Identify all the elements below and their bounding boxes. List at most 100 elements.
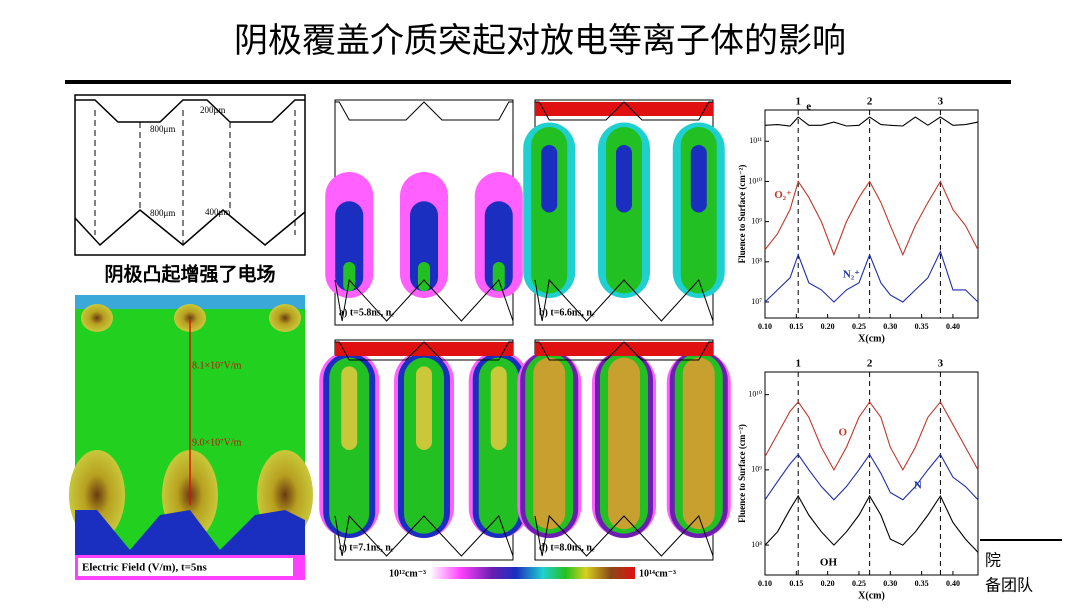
streamer: [410, 201, 438, 292]
cathode-outline: [535, 101, 713, 121]
x-tick-label: 0.15: [789, 322, 803, 331]
x-tick-label: 0.35: [915, 322, 929, 331]
footer-text: 备团队: [985, 577, 1033, 595]
chart: 0.10 0.15 0.20 0.25 0.30 0.35 0.40 10⁸ 10⁹ 10¹⁰ 1 2…: [737, 358, 979, 601]
y-tick-label: 10⁷: [751, 297, 762, 306]
x-axis-label: X(cm): [858, 590, 885, 601]
streamer: [335, 201, 364, 292]
series-label: N₂⁺: [843, 268, 860, 280]
colorbar-label: 10¹⁴cm⁻³: [639, 568, 676, 579]
y-tick-label: 10¹⁰: [748, 389, 762, 398]
cathode-outline: [335, 341, 513, 361]
plasma-panel: a) t=5.8ns, nₑ: [325, 99, 523, 326]
panel-caption: c) t=7.1ns, nₑ: [339, 542, 394, 553]
anode-outline: [534, 514, 714, 557]
caption-box: [78, 558, 293, 576]
x-tick-label: 0.10: [758, 322, 772, 331]
series-line: [764, 400, 979, 471]
cathode-outline: [75, 99, 305, 123]
x-tick-label: 0.35: [915, 579, 929, 588]
streamer: [492, 262, 505, 292]
series-label: OH: [820, 557, 838, 569]
panel-caption: d) t=8.0ns, nₑ: [539, 542, 595, 553]
field-label: 9.0×10⁷V/m: [192, 437, 242, 448]
anode-outline: [334, 514, 514, 557]
streamer: [616, 145, 632, 213]
field-bump: [81, 304, 113, 332]
streamer: [682, 357, 715, 530]
series-line: [764, 180, 979, 257]
dimension-label: 200μm: [200, 105, 225, 115]
plasma-panel: d) t=8.0ns, nₑ: [517, 339, 731, 561]
x-tick-label: 0.25: [852, 322, 866, 331]
slide-title: 阴极覆盖介质突起对放电等离子体的影响: [234, 22, 846, 60]
field-caption: Electric Field (V/m), t=5ns: [82, 562, 208, 574]
y-axis-label: Fluence to Surface (cm⁻²): [737, 165, 747, 264]
title-rule: [65, 80, 1011, 84]
footer-text: 院: [985, 552, 1001, 570]
y-tick-label: 10¹⁰: [748, 176, 762, 185]
series-line: [764, 250, 979, 303]
plot-frame: [764, 371, 979, 576]
panel-caption: b) t=6.6ns, nₑ: [539, 307, 595, 318]
y-tick-label: 10⁹: [751, 216, 762, 225]
cathode-layer: [335, 342, 513, 356]
anode-outline: [334, 278, 514, 322]
series-label: O₂⁺: [774, 189, 792, 201]
chart: 0.10 0.15 0.20 0.25 0.30 0.35 0.40 10⁷ 10⁸ 10⁹ 10¹…: [737, 96, 979, 344]
plot-frame: [764, 109, 979, 319]
series-label: O: [838, 427, 847, 439]
x-tick-label: 0.30: [883, 322, 897, 331]
series-label: e: [806, 101, 811, 113]
series-line: [764, 453, 979, 501]
cathode-outline: [535, 341, 713, 361]
series-label: N: [914, 479, 922, 491]
marker-label: 1: [795, 358, 801, 370]
anode-outline: [74, 209, 306, 247]
x-tick-label: 0.15: [789, 579, 803, 588]
streamer: [490, 366, 507, 450]
streamer: [341, 366, 358, 450]
streamer: [608, 357, 640, 530]
y-tick-label: 10⁸: [751, 257, 762, 266]
streamer: [690, 145, 707, 213]
x-tick-label: 0.40: [946, 322, 960, 331]
series-line: [764, 494, 979, 553]
y-axis-label: Fluence to Surface (cm⁻²): [737, 424, 747, 523]
x-tick-label: 0.10: [758, 579, 772, 588]
colorbar-label: 10¹²cm⁻³: [389, 568, 426, 579]
x-tick-label: 0.40: [946, 579, 960, 588]
x-tick-label: 0.30: [883, 579, 897, 588]
x-tick-label: 0.20: [821, 322, 835, 331]
geometry-diagram: [74, 94, 306, 256]
panel-caption: a) t=5.8ns, nₑ: [339, 307, 394, 318]
marker-label: 2: [867, 358, 873, 370]
field-image: [69, 295, 313, 580]
x-tick-label: 0.20: [821, 579, 835, 588]
streamer: [343, 262, 356, 292]
anode-outline: [534, 278, 714, 322]
marker-label: 3: [938, 96, 944, 108]
field-bump: [174, 304, 206, 332]
plasma-panel: b) t=6.6ns, nₑ: [523, 99, 725, 326]
field-anode: [75, 510, 305, 555]
x-tick-label: 0.25: [852, 579, 866, 588]
streamer: [533, 357, 566, 530]
y-tick-label: 10⁹: [751, 465, 762, 474]
series-line: [764, 116, 979, 127]
streamer: [484, 201, 513, 292]
cathode-outline: [335, 101, 513, 121]
cathode-layer: [535, 102, 713, 116]
plasma-panel: c) t=7.1ns, nₑ: [319, 339, 529, 561]
field-top: [75, 295, 305, 309]
marker-label: 1: [795, 96, 801, 108]
dimension-label: 800μm: [150, 208, 175, 218]
dimension-label: 400μm: [205, 207, 230, 217]
diagram-frame: [74, 94, 306, 256]
cathode-layer: [535, 342, 713, 356]
streamer: [541, 145, 558, 213]
streamer: [416, 366, 432, 450]
field-title: 阴极凸起增强了电场: [104, 262, 275, 285]
field-bump: [269, 304, 301, 332]
x-axis-label: X(cm): [858, 333, 885, 344]
